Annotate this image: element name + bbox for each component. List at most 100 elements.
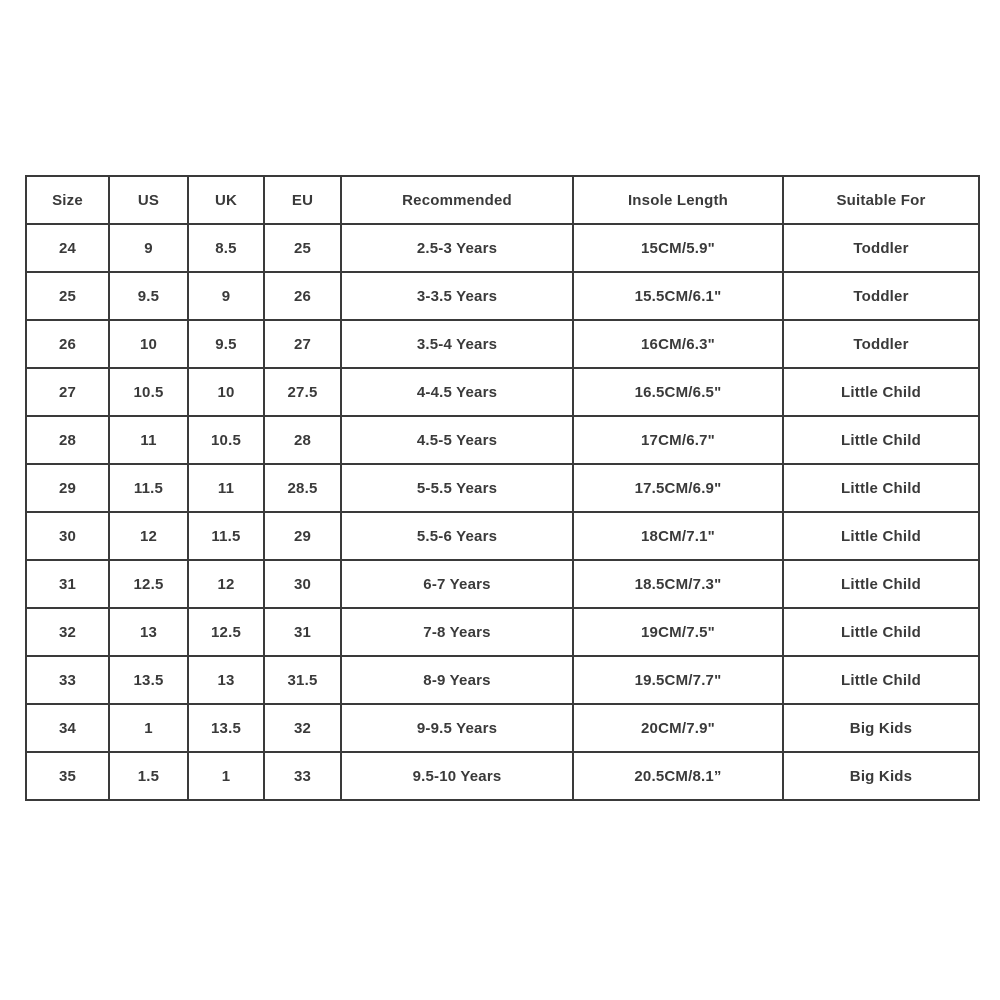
table-cell: 33 (263, 751, 342, 801)
table-cell: 31 (263, 607, 342, 657)
table-cell: 26 (25, 319, 110, 369)
table-cell: 10.5 (187, 415, 265, 465)
table-cell: 12 (187, 559, 265, 609)
table-cell: 34 (25, 703, 110, 753)
column-header-uk: UK (187, 175, 265, 225)
table-cell: 9.5 (108, 271, 189, 321)
table-cell: 25 (263, 223, 342, 273)
table-cell: Toddler (782, 319, 980, 369)
table-row: 30 12 11.5 29 5.5-6 Years 18CM/7.1" Little Chi… (25, 511, 980, 561)
table-cell: 9 (187, 271, 265, 321)
table-cell: 19CM/7.5" (572, 607, 784, 657)
table-cell: 8.5 (187, 223, 265, 273)
table-cell: 24 (25, 223, 110, 273)
table-row: 31 12.5 12 30 6-7 Years 18.5CM/7.3" Little Chi… (25, 559, 980, 609)
table-cell: Little Child (782, 367, 980, 417)
table-cell: 3-3.5 Years (340, 271, 574, 321)
table-cell: 32 (263, 703, 342, 753)
table-cell: 13.5 (108, 655, 189, 705)
table-cell: 18CM/7.1" (572, 511, 784, 561)
table-row: 25 9.5 9 26 3-3.5 Years 15.5CM/6.1" Toddler (25, 271, 980, 321)
table-cell: 25 (25, 271, 110, 321)
table-cell: 12.5 (108, 559, 189, 609)
table-cell: 6-7 Years (340, 559, 574, 609)
size-chart-header: Size US UK EU Recommended Insole Length … (25, 175, 980, 225)
table-cell: 16.5CM/6.5" (572, 367, 784, 417)
table-cell: 7-8 Years (340, 607, 574, 657)
table-cell: 19.5CM/7.7" (572, 655, 784, 705)
column-header-recommended: Recommended (340, 175, 574, 225)
table-cell: 10 (108, 319, 189, 369)
table-cell: 29 (25, 463, 110, 513)
table-cell: 16CM/6.3" (572, 319, 784, 369)
table-cell: 11.5 (187, 511, 265, 561)
size-chart-body: 24 9 8.5 25 2.5-3 Years 15CM/5.9" Toddler 25 9.5… (25, 223, 980, 801)
table-row: 28 11 10.5 28 4.5-5 Years 17CM/6.7" Little Chi… (25, 415, 980, 465)
table-cell: 13 (187, 655, 265, 705)
table-cell: Toddler (782, 271, 980, 321)
table-cell: 28.5 (263, 463, 342, 513)
table-cell: 11 (108, 415, 189, 465)
table-cell: 1 (187, 751, 265, 801)
column-header-eu: EU (263, 175, 342, 225)
table-cell: 5.5-6 Years (340, 511, 574, 561)
table-cell: 33 (25, 655, 110, 705)
table-cell: Little Child (782, 607, 980, 657)
table-cell: 4-4.5 Years (340, 367, 574, 417)
table-cell: Little Child (782, 511, 980, 561)
table-cell: 32 (25, 607, 110, 657)
table-cell: 3.5-4 Years (340, 319, 574, 369)
table-row: 26 10 9.5 27 3.5-4 Years 16CM/6.3" Toddler (25, 319, 980, 369)
table-cell: 4.5-5 Years (340, 415, 574, 465)
table-cell: 8-9 Years (340, 655, 574, 705)
table-cell: Little Child (782, 463, 980, 513)
table-cell: 27 (263, 319, 342, 369)
table-cell: Little Child (782, 559, 980, 609)
table-cell: Big Kids (782, 703, 980, 753)
table-cell: 15CM/5.9" (572, 223, 784, 273)
table-cell: 30 (263, 559, 342, 609)
table-cell: 30 (25, 511, 110, 561)
table-cell: 29 (263, 511, 342, 561)
table-cell: 11 (187, 463, 265, 513)
table-cell: 31 (25, 559, 110, 609)
column-header-insole-length: Insole Length (572, 175, 784, 225)
table-cell: 27.5 (263, 367, 342, 417)
table-cell: 10 (187, 367, 265, 417)
table-cell: 17.5CM/6.9" (572, 463, 784, 513)
table-row: 27 10.5 10 27.5 4-4.5 Years 16.5CM/6.5" Little… (25, 367, 980, 417)
table-cell: 26 (263, 271, 342, 321)
table-cell: Little Child (782, 415, 980, 465)
table-cell: Little Child (782, 655, 980, 705)
table-cell: 12 (108, 511, 189, 561)
table-cell: 9.5-10 Years (340, 751, 574, 801)
column-header-suitable-for: Suitable For (782, 175, 980, 225)
table-cell: 18.5CM/7.3" (572, 559, 784, 609)
table-cell: 20.5CM/8.1” (572, 751, 784, 801)
table-cell: 13.5 (187, 703, 265, 753)
table-row: 24 9 8.5 25 2.5-3 Years 15CM/5.9" Toddler (25, 223, 980, 273)
table-cell: 5-5.5 Years (340, 463, 574, 513)
table-cell: 17CM/6.7" (572, 415, 784, 465)
table-cell: 27 (25, 367, 110, 417)
table-cell: 2.5-3 Years (340, 223, 574, 273)
table-row: 33 13.5 13 31.5 8-9 Years 19.5CM/7.7" Little C… (25, 655, 980, 705)
table-row: 35 1.5 1 33 9.5-10 Years 20.5CM/8.1” Big Kids (25, 751, 980, 801)
table-cell: 9-9.5 Years (340, 703, 574, 753)
table-row: 32 13 12.5 31 7-8 Years 19CM/7.5" Little Child (25, 607, 980, 657)
table-cell: 11.5 (108, 463, 189, 513)
table-cell: 1 (108, 703, 189, 753)
table-row: 34 1 13.5 32 9-9.5 Years 20CM/7.9" Big Kids (25, 703, 980, 753)
table-cell: 10.5 (108, 367, 189, 417)
table-cell: 9.5 (187, 319, 265, 369)
table-cell: 31.5 (263, 655, 342, 705)
table-row: 29 11.5 11 28.5 5-5.5 Years 17.5CM/6.9" Little… (25, 463, 980, 513)
column-header-size: Size (25, 175, 110, 225)
table-cell: 35 (25, 751, 110, 801)
table-cell: Big Kids (782, 751, 980, 801)
column-header-us: US (108, 175, 189, 225)
table-cell: 28 (263, 415, 342, 465)
table-cell: Toddler (782, 223, 980, 273)
table-cell: 28 (25, 415, 110, 465)
